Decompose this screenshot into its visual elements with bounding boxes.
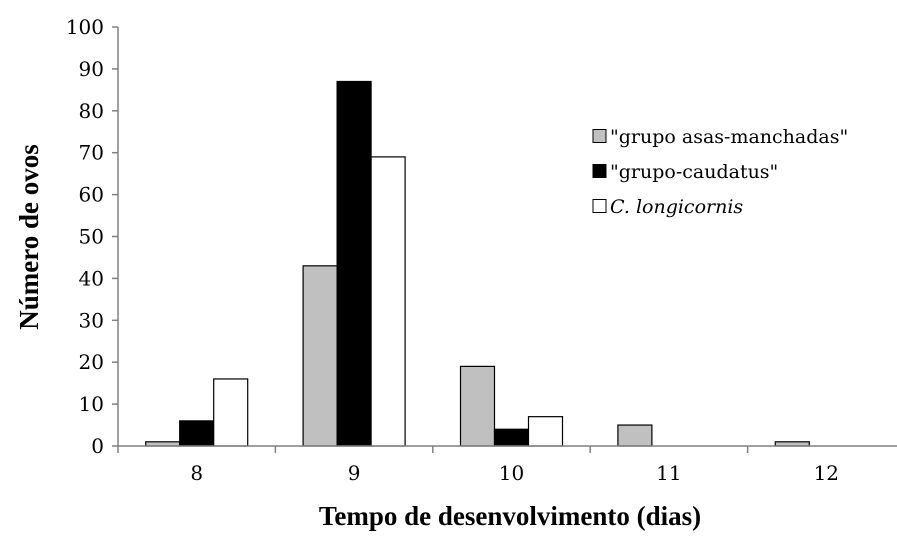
bar-1-10	[459, 365, 496, 447]
x-tick-label-10: 10	[499, 461, 524, 485]
y-tick-label-0: 0	[91, 434, 104, 458]
bar-3-9	[370, 156, 406, 447]
legend-label-1: "grupo asas-manchadas"	[610, 126, 848, 148]
x-tick-label-12: 12	[814, 461, 839, 485]
legend: "grupo asas-manchadas" "grupo-caudatus" C.…	[592, 126, 848, 218]
bar-1-9	[302, 265, 338, 447]
bars-group	[145, 80, 810, 447]
y-tick-label-70: 70	[79, 141, 104, 165]
x-axis-title: Tempo de desenvolvimento (dias)	[319, 501, 701, 531]
y-tick-label-100: 100	[66, 15, 104, 39]
bar-2-10	[493, 428, 530, 447]
legend-swatch-3	[592, 199, 607, 213]
x-tick-label-11: 11	[656, 461, 681, 485]
x-tick-label-8: 8	[190, 461, 203, 485]
bar-3-8	[213, 378, 249, 447]
axes-group: 0 10 20 30 40 50 60 70 80 90 100 8 9 10 11 12	[66, 15, 897, 485]
y-tick-label-60: 60	[79, 183, 104, 207]
legend-swatch-1	[592, 129, 607, 143]
y-tick-label-40: 40	[79, 266, 104, 290]
bar-2-9	[336, 80, 372, 447]
y-tick-label-90: 90	[79, 57, 104, 81]
y-tick-label-30: 30	[79, 308, 104, 332]
legend-swatch-2	[592, 164, 607, 178]
y-tick-label-80: 80	[79, 99, 104, 123]
y-axis-title: Número de ovos	[14, 144, 44, 330]
legend-label-3: C. longicornis	[610, 196, 743, 218]
bar-1-11	[617, 424, 653, 447]
bar-2-8	[179, 420, 215, 447]
legend-label-2: "grupo-caudatus"	[610, 161, 778, 183]
bar-3-10	[527, 416, 564, 447]
y-tick-label-50: 50	[79, 225, 104, 249]
y-tick-label-20: 20	[79, 350, 104, 374]
y-tick-label-10: 10	[79, 392, 104, 416]
x-tick-label-9: 9	[348, 461, 361, 485]
